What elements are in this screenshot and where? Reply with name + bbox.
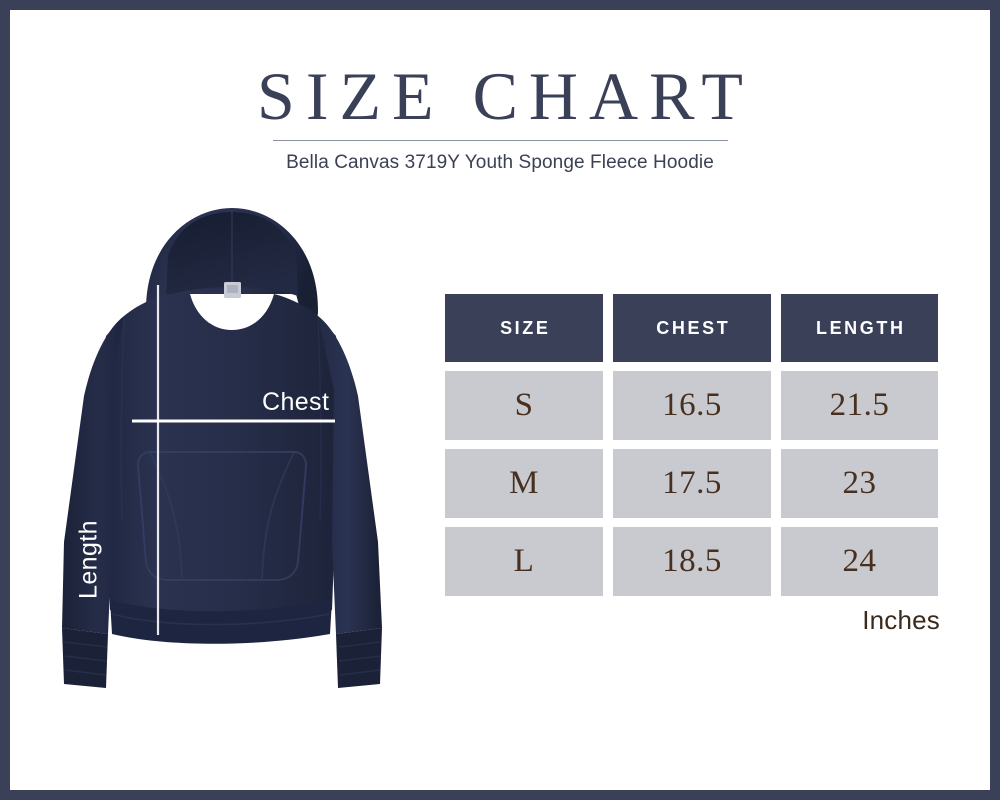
table-header-row: SIZE CHEST LENGTH bbox=[445, 294, 940, 362]
cell-size: S bbox=[445, 371, 603, 440]
page-subtitle: Bella Canvas 3719Y Youth Sponge Fleece H… bbox=[286, 152, 714, 173]
title-divider-rule bbox=[272, 140, 728, 141]
column-header-size: SIZE bbox=[445, 294, 603, 362]
table-row: L 18.5 24 bbox=[445, 527, 940, 596]
column-header-chest: CHEST bbox=[613, 294, 771, 362]
cell-length: 24 bbox=[781, 527, 938, 596]
cell-chest: 16.5 bbox=[613, 371, 771, 440]
units-label: Inches bbox=[862, 605, 940, 635]
cell-length: 23 bbox=[781, 449, 938, 518]
length-measure-label: Length bbox=[74, 520, 103, 599]
size-table: SIZE CHEST LENGTH S 16.5 21.5 M 17.5 23 … bbox=[445, 294, 940, 636]
column-header-length: LENGTH bbox=[781, 294, 938, 362]
page-inner-canvas: SIZE CHART Bella Canvas 3719Y Youth Spon… bbox=[10, 10, 990, 790]
chest-measure-label: Chest bbox=[262, 388, 330, 416]
cell-chest: 17.5 bbox=[613, 449, 771, 518]
cell-chest: 18.5 bbox=[613, 527, 771, 596]
page-title: SIZE CHART bbox=[257, 58, 754, 134]
cell-size: M bbox=[445, 449, 603, 518]
hoodie-graphic bbox=[62, 208, 382, 688]
cell-length: 21.5 bbox=[781, 371, 938, 440]
measurement-lines bbox=[132, 285, 335, 635]
table-row: M 17.5 23 bbox=[445, 449, 940, 518]
hoodie-illustration: Chest Length bbox=[50, 190, 410, 730]
header-block: SIZE CHART Bella Canvas 3719Y Youth Spon… bbox=[10, 60, 990, 176]
table-row: S 16.5 21.5 bbox=[445, 371, 940, 440]
hoodie-body bbox=[62, 282, 382, 688]
cell-size: L bbox=[445, 527, 603, 596]
